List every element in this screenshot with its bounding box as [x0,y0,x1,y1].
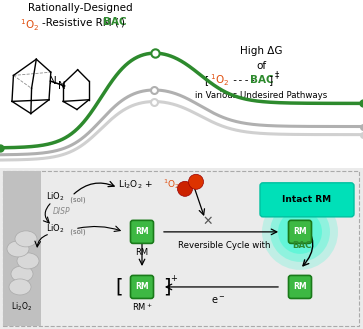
Text: ]: ] [269,75,273,85]
Text: ‡: ‡ [274,70,279,80]
Text: Intact RM: Intact RM [282,195,331,204]
Text: Reversible Cycle with: Reversible Cycle with [178,241,273,250]
Text: BAC: BAC [250,75,273,85]
Text: ]: ] [163,277,171,296]
Text: +: + [171,274,178,284]
Ellipse shape [17,253,39,269]
Ellipse shape [7,241,29,257]
Text: $^1$O$_2$: $^1$O$_2$ [20,17,39,33]
Text: RM$^+$: RM$^+$ [132,301,152,313]
Circle shape [262,194,338,270]
Text: LiO$_2$: LiO$_2$ [46,223,65,235]
FancyBboxPatch shape [289,275,311,298]
Circle shape [188,174,204,189]
FancyBboxPatch shape [260,183,354,217]
Text: DISP: DISP [53,207,71,216]
Text: Rationally-Designed: Rationally-Designed [28,3,132,13]
Circle shape [178,181,192,196]
Text: RM: RM [135,227,149,236]
Text: N: N [49,76,57,86]
Text: High ΔG: High ΔG [240,46,283,56]
Text: -Resistive RM (: -Resistive RM ( [42,17,119,27]
Ellipse shape [9,279,31,295]
Text: Li$_2$O$_2$: Li$_2$O$_2$ [12,301,33,313]
Text: LiO$_2$: LiO$_2$ [46,190,65,203]
Text: (sol): (sol) [68,197,86,203]
Bar [3,171,41,326]
Text: ✕: ✕ [203,215,213,228]
Text: ----: ---- [232,75,257,85]
Text: of: of [256,61,266,71]
Text: [: [ [115,277,123,296]
Text: (sol): (sol) [68,229,86,235]
Ellipse shape [15,231,37,247]
Text: RM: RM [293,282,307,291]
Text: BAC: BAC [103,17,127,27]
Text: RM: RM [135,282,149,291]
Text: N: N [58,81,66,91]
Text: [: [ [204,75,208,85]
FancyBboxPatch shape [131,275,154,298]
FancyBboxPatch shape [289,220,311,243]
Text: BAC: BAC [292,241,311,250]
Circle shape [278,210,322,254]
Text: $^1$O$_2$: $^1$O$_2$ [210,72,229,88]
Text: ): ) [121,17,125,27]
Text: Li$_2$O$_2$ +: Li$_2$O$_2$ + [118,179,154,191]
Circle shape [270,202,330,262]
FancyBboxPatch shape [131,220,154,243]
Text: RM: RM [293,227,307,236]
Text: $^1$O$_2$: $^1$O$_2$ [163,177,180,191]
Text: RM: RM [135,248,148,257]
Ellipse shape [11,266,33,282]
FancyBboxPatch shape [3,171,359,326]
Text: e$^-$: e$^-$ [211,295,225,306]
Text: in Various Undesired Pathways: in Various Undesired Pathways [195,91,327,100]
